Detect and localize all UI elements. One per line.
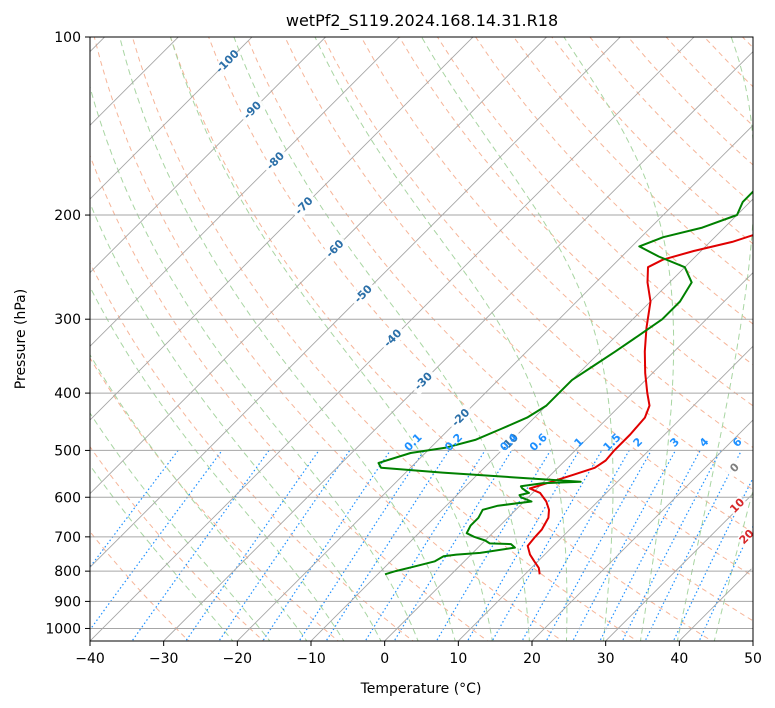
mixing-ratio-line [393,450,513,641]
x-tick-label: 0 [380,651,389,667]
mixing-ratio-line [298,450,425,641]
moist-adiabat-line [90,202,382,641]
x-tick-label: −30 [149,651,179,667]
isotherm-line [383,271,753,641]
mixing-ratio-line [466,450,580,641]
mixing-ratio-line [545,450,652,641]
dry-adiabat-line [170,37,713,641]
isotherm-label-bg [409,367,438,396]
y-tick-label: 600 [54,490,81,506]
profile-series [377,190,753,576]
isotherm-line [90,37,548,495]
isotherm-label-bg [213,47,242,76]
y-tick-label: 900 [54,594,81,610]
mixing-ratio-line [621,450,722,641]
isotherm-line [604,492,753,641]
plot-area: -100-90-80-70-60-50-40-30-20-100.1 0.2 0.4… [90,37,771,641]
mixing-ratio-line [262,450,391,641]
x-tick-label: 10 [449,651,467,667]
moist-adiabat-label-bg [736,526,753,548]
isotherm-label-bg [378,324,407,353]
isotherm-line [236,124,753,641]
isotherm-line [90,37,621,568]
isotherm-line [457,345,753,641]
mixing-ratio-line [131,450,270,641]
isotherm-label-bg [320,234,350,263]
y-tick-label: 200 [54,208,81,224]
y-tick-label: 800 [54,564,81,580]
dry-adiabat-line [475,37,753,325]
mixing-ratio-line [218,450,351,641]
isotherm-line [162,50,753,641]
y-tick-label: 700 [54,530,81,546]
isotherm-line [310,198,753,641]
chart-title: wetPf2_S119.2024.168.14.31.R18 [286,11,558,31]
temperature-profile-line [526,234,753,575]
isotherm-label-bg [446,403,475,432]
isotherm-label-bg [289,191,319,221]
y-axis-ticks: 100 200 300 400 500 600 700 800 900 1000 [45,30,90,637]
mixing-ratio-line [325,450,450,641]
x-axis-label: Temperature (°C) [360,681,482,697]
y-tick-label: 300 [54,312,81,328]
dry-adiabat-line [436,37,753,366]
mixing-ratio-line [364,450,486,641]
y-tick-label: 100 [54,30,81,46]
dry-adiabat-line [360,37,753,449]
y-tick-label: 400 [54,386,81,402]
isotherm-label-bg [349,279,378,309]
isotherm-line [90,37,400,347]
y-axis-label: Pressure (hPa) [13,289,29,389]
isobars [90,37,753,629]
y-tick-label: 1000 [45,621,81,637]
x-tick-label: 20 [523,651,541,667]
x-tick-label: −10 [296,651,326,667]
dry-adiabat-line [322,37,753,491]
x-tick-label: −40 [75,651,105,667]
mixing-ratio-line [572,450,677,641]
dry-adiabat-line [93,37,564,641]
dry-adiabat-line [90,154,489,641]
isotherm-line [531,419,753,641]
mixing-ratio-line [90,450,223,631]
x-tick-label: 40 [670,651,688,667]
plot-frame [89,36,754,642]
moist-adiabat-label-bg [726,495,748,517]
x-tick-label: −20 [223,651,253,667]
moist-adiabat-label: 30 [751,556,771,576]
mixing-ratio-lines [90,450,753,641]
isotherm-label-bg [261,146,290,176]
isotherm-line [90,37,253,200]
mixing-ratio-line [599,450,701,641]
x-tick-label: 30 [597,651,615,667]
dewpoint-profile-line [377,190,753,576]
y-tick-label: 500 [54,443,81,459]
moist-adiabat-line [90,85,419,641]
isotherm-line [90,37,474,421]
x-tick-label: 50 [744,651,762,667]
mixing-ratio-line [185,450,320,641]
isotherm-label-bg [495,428,524,457]
isotherm-line [90,37,179,126]
x-axis-ticks: −40 −30 −20 −10 0 10 20 30 40 50 [75,641,762,667]
moist-adiabat-label-bg [724,457,746,479]
isotherm-label-bg [238,96,267,125]
